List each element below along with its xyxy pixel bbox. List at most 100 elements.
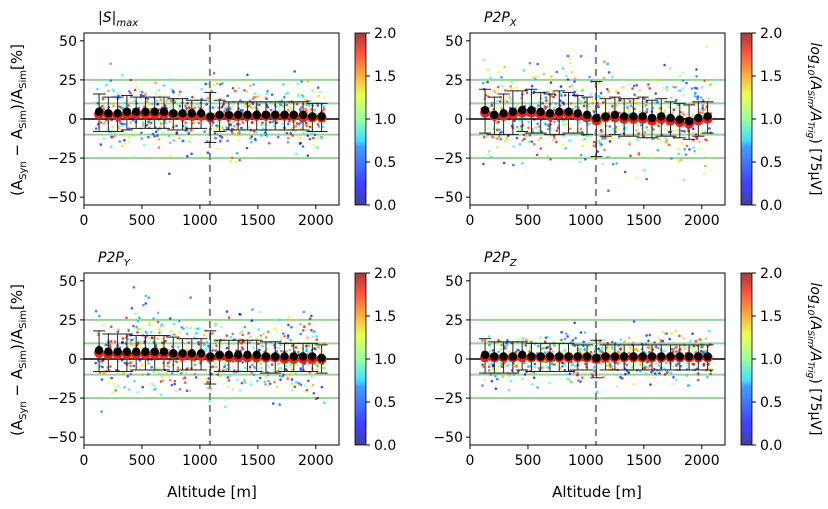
scatter-point (566, 54, 570, 58)
mean-marker (141, 107, 150, 116)
scatter-point (536, 74, 539, 78)
scatter-point (113, 340, 117, 343)
scatter-point (489, 349, 492, 352)
scatter-point (576, 371, 579, 375)
y-tick-label: −50 (47, 430, 77, 446)
scatter-point (682, 93, 685, 97)
scatter-point (316, 137, 320, 140)
scatter-point (284, 364, 288, 368)
scatter-point (509, 84, 512, 88)
scatter-point (563, 337, 567, 341)
scatter-point (161, 379, 165, 382)
scatter-point (217, 80, 220, 83)
scatter-point (573, 77, 577, 80)
scatter-point (545, 99, 548, 102)
scatter-point (622, 85, 625, 89)
scatter-point (240, 126, 243, 130)
scatter-point (553, 120, 556, 124)
scatter-point (322, 105, 326, 109)
scatter-point (266, 365, 270, 368)
scatter-point (151, 119, 155, 122)
scatter-point (693, 86, 697, 90)
scatter-point (207, 377, 210, 380)
scatter-point (488, 362, 491, 366)
scatter-point (682, 113, 686, 116)
scatter-point (259, 362, 263, 366)
scatter-point (104, 84, 108, 87)
scatter-point (290, 378, 294, 381)
scatter-point (595, 390, 599, 394)
scatter-point (633, 348, 637, 352)
scatter-point (664, 137, 668, 141)
scatter-point (582, 97, 586, 100)
scatter-point (107, 381, 110, 385)
scatter-point (496, 128, 499, 132)
scatter-point (283, 335, 286, 338)
scatter-point (155, 92, 158, 96)
scatter-point (543, 340, 547, 344)
scatter-point (221, 126, 225, 130)
x-tick-label: 1000 (568, 453, 604, 469)
scatter-point (505, 140, 509, 143)
scatter-point (592, 140, 596, 144)
scatter-point (248, 365, 252, 369)
scatter-point (216, 120, 219, 124)
scatter-point (274, 318, 277, 321)
scatter-point (579, 127, 583, 131)
scatter-point (280, 349, 283, 353)
scatter-point (185, 348, 188, 352)
scatter-point (225, 310, 229, 313)
scatter-point (134, 312, 137, 316)
scatter-point (499, 137, 503, 141)
scatter-point (592, 366, 596, 370)
scatter-point (181, 369, 184, 373)
scatter-point (700, 130, 704, 133)
scatter-point (490, 101, 494, 105)
y-tick-label: 25 (59, 73, 77, 89)
mean-marker (657, 112, 666, 121)
scatter-point (546, 90, 549, 94)
scatter-point (191, 95, 194, 99)
colorbar-tick-label: 1.0 (374, 352, 396, 368)
scatter-point (486, 153, 490, 156)
scatter-point (277, 346, 280, 350)
scatter-point (208, 399, 211, 403)
scatter-point (187, 140, 191, 143)
scatter-point (693, 149, 696, 153)
x-tick-label: 1000 (568, 213, 604, 229)
scatter-point (317, 346, 320, 349)
scatter-point (127, 104, 130, 107)
scatter-point (648, 364, 652, 367)
scatter-point (659, 339, 663, 342)
scatter-point (629, 104, 633, 108)
scatter-point (516, 362, 520, 366)
scatter-point (140, 137, 143, 140)
scatter-point (598, 144, 602, 147)
scatter-point (670, 106, 674, 110)
mean-marker (480, 105, 490, 115)
mean-marker (104, 347, 113, 356)
scatter-point (158, 329, 161, 332)
mean-marker (104, 109, 113, 118)
scatter-point (158, 372, 161, 375)
scatter-point (129, 361, 132, 365)
mean-marker (647, 352, 657, 361)
scatter-point (691, 115, 694, 119)
scatter-point (260, 366, 263, 370)
scatter-point (546, 345, 549, 349)
scatter-point (516, 348, 519, 352)
mean-marker (94, 107, 104, 116)
scatter-point (562, 123, 565, 126)
scatter-point (498, 128, 502, 131)
scatter-point (696, 378, 700, 382)
scatter-point (681, 87, 684, 90)
scatter-point (672, 108, 676, 112)
scatter-point (580, 139, 584, 142)
scatter-point (619, 98, 622, 102)
scatter-point (486, 68, 490, 72)
scatter-point (98, 314, 101, 318)
scatter-point (559, 92, 563, 95)
scatter-point (142, 143, 146, 147)
scatter-point (240, 341, 243, 345)
scatter-point (253, 92, 257, 95)
